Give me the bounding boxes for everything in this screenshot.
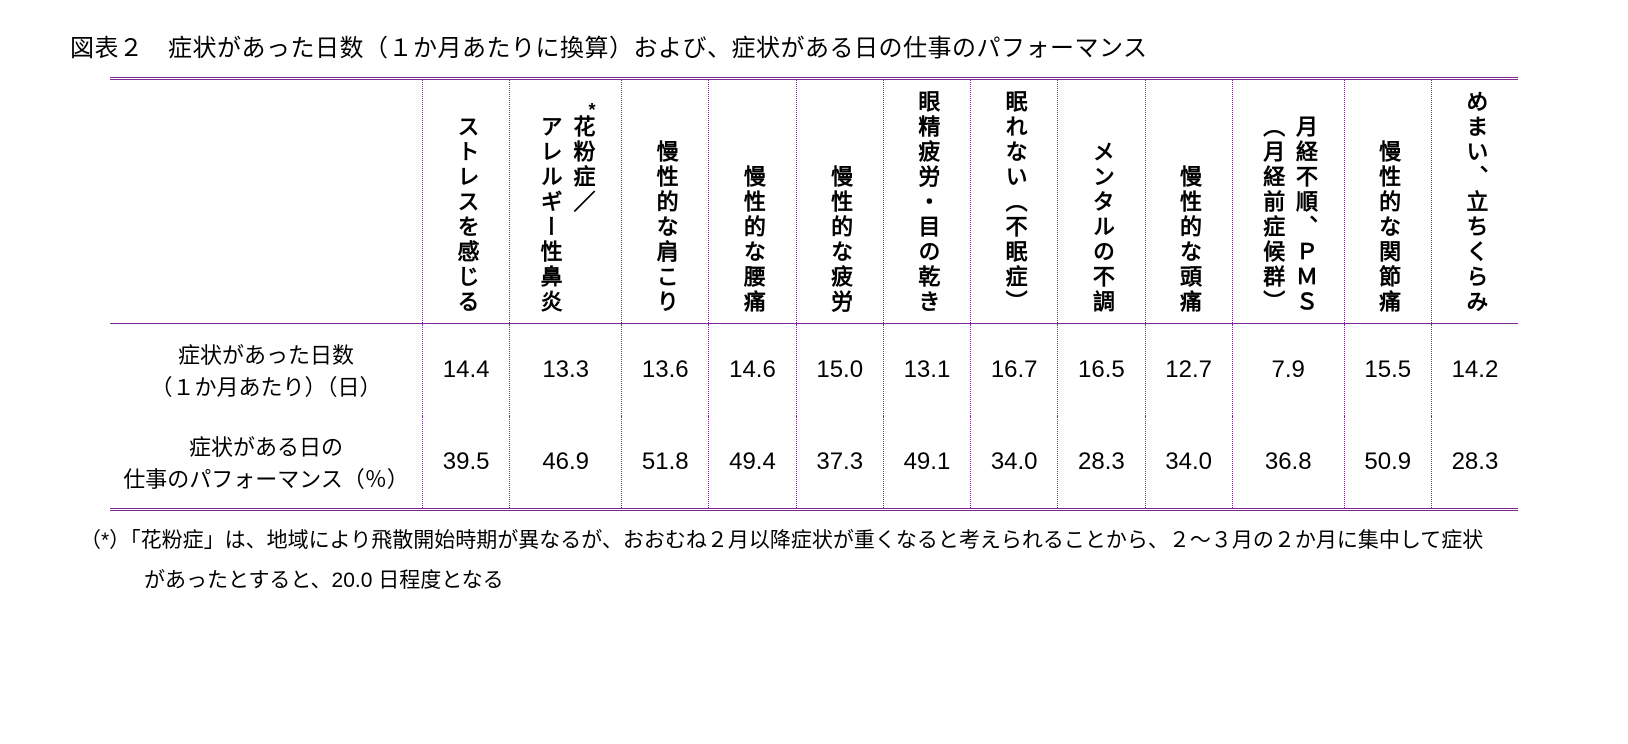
row-label: 症状がある日の仕事のパフォーマンス（％）	[110, 416, 423, 510]
footnote-line2: があったとすると、20.0 日程度となる	[80, 561, 1558, 601]
table-row: 症状があった日数（１か月あたり）（日）14.413.313.614.615.01…	[110, 324, 1518, 417]
column-header-text: めまい、立ちくらみ	[1460, 90, 1491, 315]
data-cell: 34.0	[971, 416, 1058, 510]
column-header: 慢性的な関節痛	[1344, 79, 1431, 324]
data-cell: 15.5	[1344, 324, 1431, 417]
data-cell: 34.0	[1145, 416, 1232, 510]
data-cell: 13.1	[883, 324, 970, 417]
row-label-line: 症状がある日の	[122, 430, 410, 462]
data-cell: 15.0	[796, 324, 883, 417]
column-header-text: （月経前症候群）	[1256, 115, 1287, 315]
column-header-text: 慢性的な肩こり	[650, 140, 681, 315]
data-cell: 51.8	[622, 416, 709, 510]
column-header-text: 慢性的な頭痛	[1173, 165, 1204, 315]
symptoms-table: ストレスを感じる *アレルギー性鼻炎花粉症／ 慢性的な肩こり 慢性的な腰痛 慢性的な疲労…	[110, 77, 1518, 511]
row-label-line: （１か月あたり）（日）	[122, 370, 410, 402]
data-cell: 49.1	[883, 416, 970, 510]
footnote: （*）「花粉症」は、地域により飛散開始時期が異なるが、おおむね２月以降症状が重く…	[80, 521, 1558, 601]
column-header: （月経前症候群）月経不順、ＰＭＳ	[1232, 79, 1344, 324]
data-cell: 14.2	[1431, 324, 1518, 417]
column-header: 慢性的な頭痛	[1145, 79, 1232, 324]
data-cell: 12.7	[1145, 324, 1232, 417]
column-header-text: 眠れない（不眠症）	[999, 90, 1030, 315]
row-label-line: 仕事のパフォーマンス（％）	[122, 462, 410, 494]
row-label-line: 症状があった日数	[122, 338, 410, 370]
data-cell: 13.3	[510, 324, 622, 417]
column-header: めまい、立ちくらみ	[1431, 79, 1518, 324]
column-header-text: 花粉症／	[567, 115, 598, 215]
stub-header	[110, 79, 423, 324]
data-cell: 49.4	[709, 416, 796, 510]
column-header-text: 月経不順、ＰＭＳ	[1289, 115, 1320, 315]
data-cell: 28.3	[1058, 416, 1145, 510]
footnote-line1: （*）「花粉症」は、地域により飛散開始時期が異なるが、おおむね２月以降症状が重く…	[80, 529, 1483, 552]
column-header-text: ストレスを感じる	[451, 115, 482, 315]
table-row: 症状がある日の仕事のパフォーマンス（％）39.546.951.849.437.3…	[110, 416, 1518, 510]
row-label: 症状があった日数（１か月あたり）（日）	[110, 324, 423, 417]
column-header: *アレルギー性鼻炎花粉症／	[510, 79, 622, 324]
data-cell: 28.3	[1431, 416, 1518, 510]
column-header-text: 眼精疲労・目の乾き	[912, 90, 943, 315]
data-cell: 46.9	[510, 416, 622, 510]
column-header: 慢性的な腰痛	[709, 79, 796, 324]
data-cell: 14.4	[423, 324, 510, 417]
column-header-text: アレルギー性鼻炎	[534, 115, 565, 315]
column-header: 慢性的な肩こり	[622, 79, 709, 324]
data-cell: 16.5	[1058, 324, 1145, 417]
column-header: ストレスを感じる	[423, 79, 510, 324]
column-header: 眠れない（不眠症）	[971, 79, 1058, 324]
data-cell: 37.3	[796, 416, 883, 510]
column-header-text: 慢性的な腰痛	[737, 165, 768, 315]
data-cell: 7.9	[1232, 324, 1344, 417]
column-header-text: 慢性的な関節痛	[1372, 140, 1403, 315]
data-cell: 36.8	[1232, 416, 1344, 510]
column-header: メンタルの不調	[1058, 79, 1145, 324]
data-cell: 50.9	[1344, 416, 1431, 510]
data-cell: 14.6	[709, 324, 796, 417]
table-caption: 図表２ 症状があった日数（１か月あたりに換算）および、症状がある日の仕事のパフォ…	[70, 28, 1558, 63]
table-container: ストレスを感じる *アレルギー性鼻炎花粉症／ 慢性的な肩こり 慢性的な腰痛 慢性的な疲労…	[110, 77, 1518, 511]
data-cell: 39.5	[423, 416, 510, 510]
column-header-text: 慢性的な疲労	[824, 165, 855, 315]
data-cell: 16.7	[971, 324, 1058, 417]
column-header: 眼精疲労・目の乾き	[883, 79, 970, 324]
asterisk-icon: *	[534, 101, 598, 115]
column-header-text: メンタルの不調	[1086, 140, 1117, 315]
data-cell: 13.6	[622, 324, 709, 417]
column-header: 慢性的な疲労	[796, 79, 883, 324]
